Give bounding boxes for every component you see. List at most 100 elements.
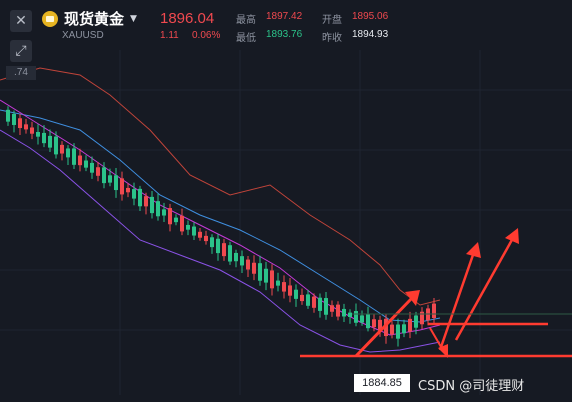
- candle-body: [180, 215, 184, 232]
- candle-body: [384, 318, 388, 337]
- candle-body: [432, 303, 436, 319]
- symbol-code: XAUUSD: [62, 30, 104, 41]
- candle-body: [330, 305, 334, 312]
- candle-body: [342, 308, 346, 317]
- arrow-head: [505, 228, 519, 244]
- candle-body: [6, 109, 10, 122]
- candle-body: [114, 175, 118, 191]
- candle-body: [66, 148, 70, 158]
- fullscreen-icon[interactable]: ⤢: [10, 40, 32, 62]
- candle-body: [78, 155, 82, 166]
- candle-body: [174, 217, 178, 223]
- prev-close-label: 昨收: [322, 33, 342, 44]
- price-axis-tag: .74: [6, 66, 36, 80]
- candle-body: [168, 208, 172, 225]
- price-change: 1.11: [160, 30, 179, 41]
- candle-body: [36, 131, 40, 137]
- bollinger-lower-line: [0, 129, 441, 353]
- arrow-line: [454, 237, 515, 341]
- candle-body: [216, 238, 220, 254]
- crosshair-price-label: 1884.85: [354, 374, 410, 392]
- candle-body: [288, 285, 292, 296]
- arrow-head: [438, 344, 448, 358]
- candle-body: [294, 289, 298, 299]
- candle-body: [360, 315, 364, 323]
- price-change-percent: 0.06%: [192, 30, 221, 41]
- gold-coin-icon: [42, 10, 58, 27]
- arrow-head: [405, 290, 420, 306]
- candle-body: [282, 282, 286, 292]
- candle-body: [276, 280, 280, 286]
- arrow-line: [354, 296, 414, 358]
- candle-body: [102, 167, 106, 184]
- candle-body: [96, 167, 100, 176]
- candle-body: [402, 324, 406, 334]
- candle-body: [90, 162, 94, 173]
- candle-body: [336, 304, 340, 317]
- arrow-head: [466, 242, 481, 258]
- candle-body: [48, 135, 52, 148]
- candle-body: [312, 296, 316, 308]
- candle-body: [108, 175, 112, 183]
- candle-body: [18, 118, 22, 129]
- watermark: CSDN @司徒理财: [418, 379, 525, 394]
- candle-body: [354, 311, 358, 323]
- candle-body: [234, 252, 238, 262]
- arrow-line: [438, 251, 476, 351]
- candle-body: [42, 132, 46, 144]
- candle-body: [318, 297, 322, 311]
- candle-body: [300, 294, 304, 302]
- moving-average-line: [0, 99, 441, 336]
- close-icon[interactable]: ✕: [10, 10, 32, 32]
- candle-body: [30, 127, 34, 134]
- candle-body: [264, 268, 268, 283]
- candle-body: [138, 188, 142, 207]
- candle-body: [120, 178, 124, 195]
- candle-body: [270, 270, 274, 289]
- candle-body: [150, 196, 154, 214]
- candle-body: [228, 245, 232, 262]
- candle-body: [348, 312, 352, 317]
- candle-body: [240, 256, 244, 266]
- candle-body: [204, 235, 208, 242]
- candle-body: [198, 231, 202, 238]
- candle-body: [378, 319, 382, 331]
- open-value: 1895.06: [352, 11, 389, 22]
- candle-body: [408, 318, 412, 332]
- low-value: 1893.76: [266, 29, 303, 40]
- candle-body: [144, 196, 148, 207]
- symbol-selector[interactable]: 现货黄金 ▼: [42, 8, 137, 29]
- candle-body: [258, 263, 262, 281]
- candle-body: [252, 262, 256, 274]
- quote-header: ✕ ⤢ 现货黄金 ▼ XAUUSD 1896.04 1.11 0.06% 最高 …: [0, 0, 572, 62]
- candle-body: [24, 124, 28, 130]
- candle-body: [390, 324, 394, 335]
- candle-body: [186, 224, 190, 230]
- high-label: 最高: [236, 15, 256, 26]
- low-label: 最低: [236, 33, 256, 44]
- candle-body: [246, 259, 250, 270]
- candle-body: [72, 148, 76, 165]
- candle-body: [54, 136, 58, 155]
- candle-body: [420, 311, 424, 325]
- candle-body: [12, 113, 16, 125]
- candle-body: [396, 324, 400, 339]
- candle-body: [126, 187, 130, 193]
- candles: [6, 106, 436, 347]
- candle-body: [414, 315, 418, 328]
- symbol-name: 现货黄金: [64, 10, 125, 28]
- candle-body: [222, 243, 226, 257]
- candle-body: [192, 226, 196, 236]
- candle-body: [306, 294, 310, 306]
- chevron-down-icon[interactable]: ▼: [130, 13, 137, 24]
- candle-body: [210, 237, 214, 248]
- candle-body: [324, 298, 328, 315]
- high-value: 1897.42: [266, 11, 303, 22]
- prev-close-value: 1894.93: [352, 29, 389, 40]
- candle-body: [372, 319, 376, 328]
- candle-body: [60, 144, 64, 154]
- candle-body: [132, 189, 136, 199]
- chart-grid: [0, 50, 572, 395]
- bollinger-upper-line: [0, 67, 441, 306]
